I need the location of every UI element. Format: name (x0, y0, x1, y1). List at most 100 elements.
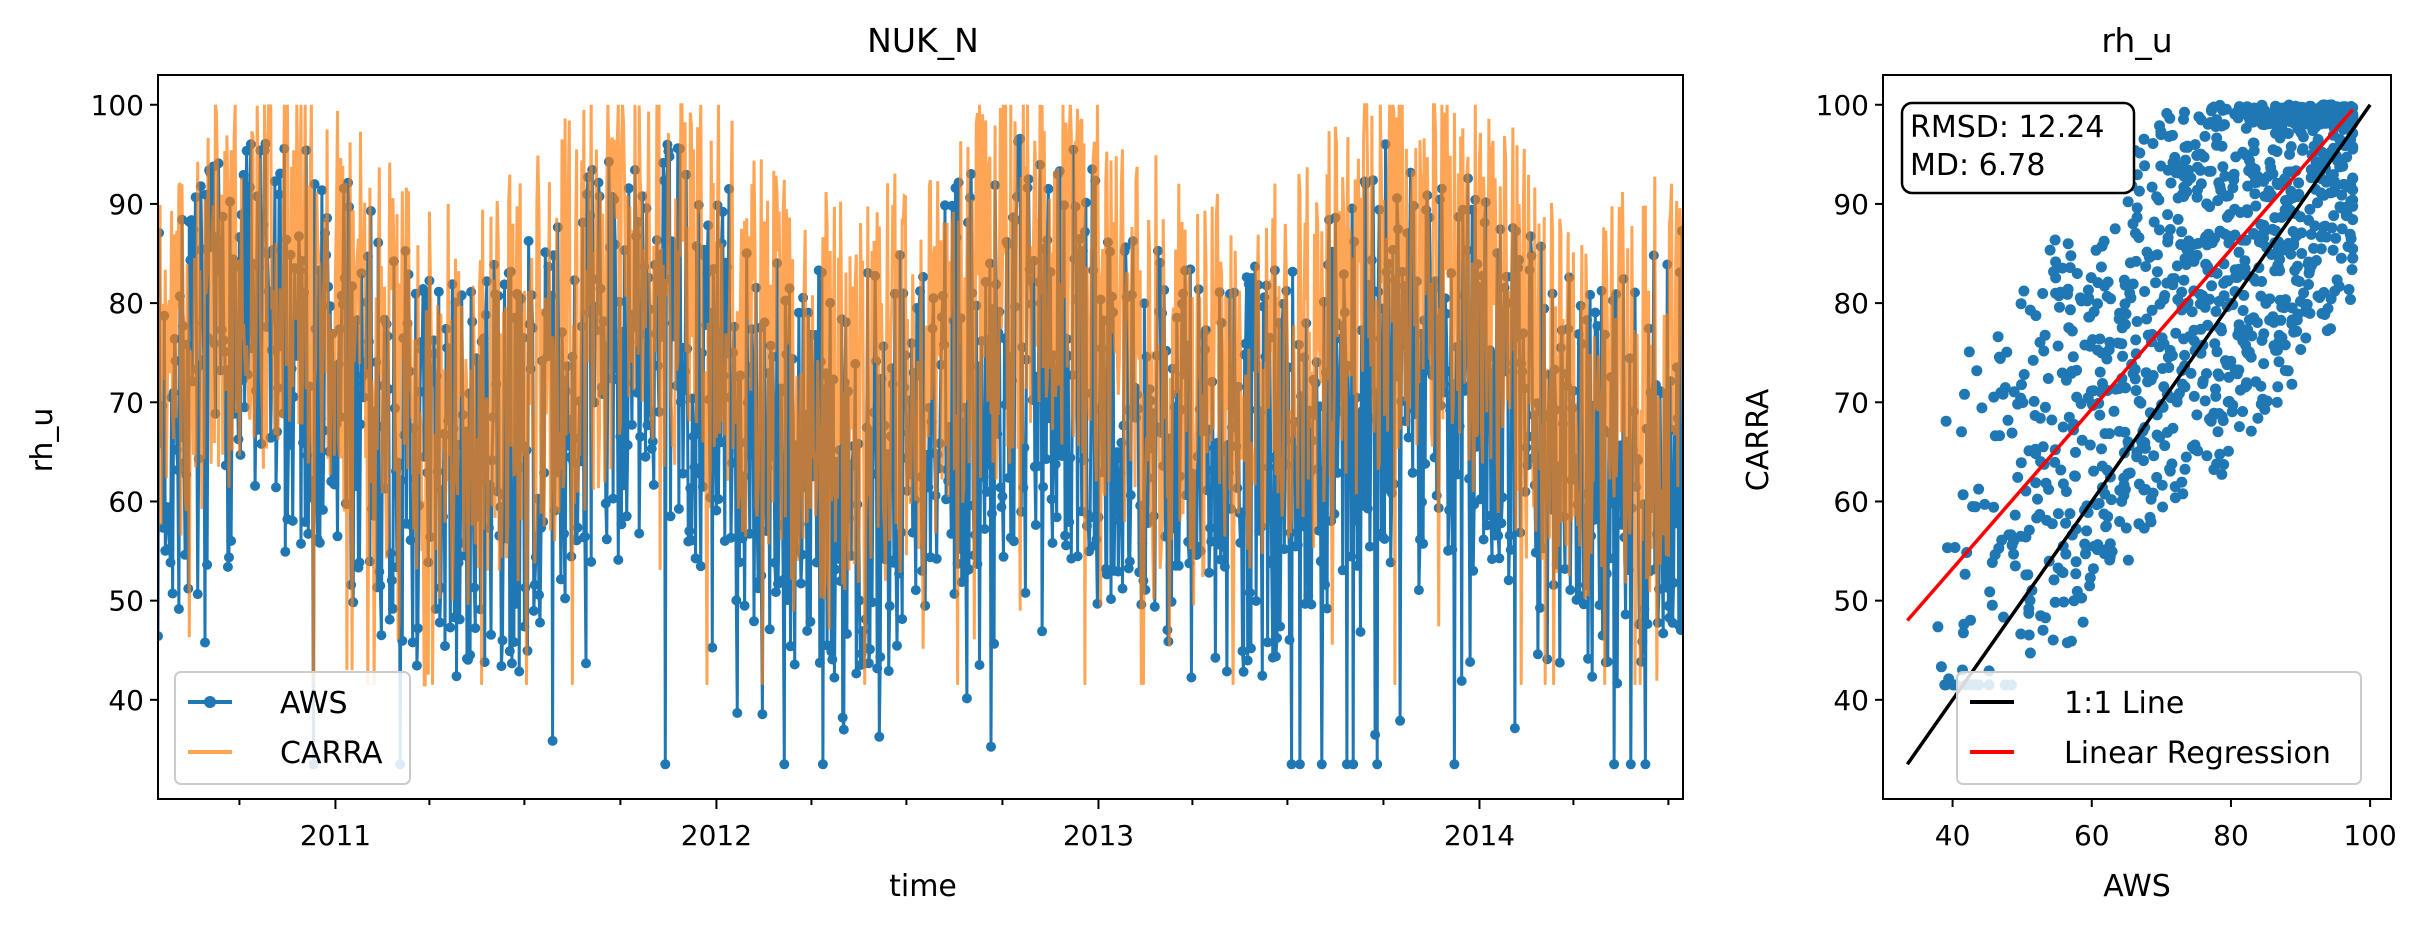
aws-point (192, 589, 203, 600)
aws-point (1249, 361, 1259, 372)
aws-point (1625, 759, 1636, 770)
scatter-point (2318, 99, 2330, 111)
scatter-point (2177, 488, 2189, 500)
aws-point (1465, 657, 1476, 667)
scatter-point (2116, 495, 2128, 507)
aws-point (1272, 633, 1282, 643)
scatter-point (2298, 287, 2310, 299)
aws-point (1407, 467, 1418, 478)
scatter-point (2112, 337, 2124, 349)
scatter-point (2293, 276, 2305, 287)
aws-point (647, 436, 658, 447)
scatter-point (2034, 336, 2046, 348)
aws-point (805, 616, 816, 627)
scatter-point (2347, 243, 2359, 255)
aws-point (1554, 657, 1565, 668)
aws-point (1609, 759, 1620, 770)
scatter-point (2127, 278, 2139, 290)
scatter-point (2333, 280, 2345, 292)
scatter-point (2277, 116, 2289, 128)
aws-point (1221, 666, 1232, 677)
scatter-point (1976, 402, 1988, 414)
aws-point (355, 419, 366, 430)
aws-point (1350, 515, 1361, 526)
aws-point (1590, 307, 1601, 318)
aws-point (405, 535, 416, 546)
scatter-point (2138, 522, 2150, 534)
aws-point (222, 561, 233, 572)
scatter-point (2054, 301, 2065, 313)
aws-point (1403, 432, 1414, 443)
aws-point (445, 622, 456, 633)
aws-point (660, 759, 671, 770)
aws-point (1587, 671, 1598, 682)
scatter-point (2161, 108, 2173, 119)
aws-point (710, 446, 721, 457)
right-y-tick-label: 90 (1833, 188, 1869, 221)
aws-point (1668, 577, 1679, 588)
left-y-axis-label: rh_u (25, 408, 60, 473)
scatter-point (1958, 618, 1970, 630)
aws-point (1046, 494, 1057, 505)
aws-point (1242, 655, 1253, 666)
aws-point (507, 569, 518, 580)
aws-point (274, 189, 285, 200)
right-x-tick-label: 80 (2213, 819, 2249, 852)
aws-point (1265, 452, 1276, 463)
aws-point (287, 515, 298, 526)
scatter-point (2005, 529, 2017, 541)
aws-point (778, 575, 789, 585)
aws-point (303, 528, 314, 539)
aws-point (1395, 715, 1406, 726)
aws-point (764, 624, 775, 635)
scatter-point (2076, 592, 2088, 604)
scatter-point (2023, 524, 2035, 536)
aws-point (158, 631, 163, 642)
time-series-panel: NUK_N rh_u time 40 50 60 70 80 90 100 2011 2012 2… (25, 21, 1684, 904)
aws-point (600, 498, 611, 509)
scatter-point (2273, 336, 2285, 347)
scatter-point (2234, 384, 2246, 396)
scatter-point (2071, 268, 2083, 279)
scatter-point (2310, 255, 2322, 266)
scatter-point (2216, 140, 2228, 152)
scatter-point (2008, 386, 2020, 398)
scatter-point (2259, 190, 2271, 202)
aws-point (1085, 512, 1096, 523)
aws-point (830, 564, 841, 575)
aws-point (1050, 459, 1061, 470)
scatter-point (2084, 439, 2096, 451)
scatter-point (2226, 406, 2238, 418)
scatter-point (2127, 218, 2139, 230)
scatter-point (2300, 332, 2312, 344)
scatter-point (2030, 477, 2042, 489)
aws-point (164, 543, 175, 554)
scatter-point (2203, 165, 2215, 177)
aws-point (731, 595, 742, 606)
aws-point (354, 557, 365, 568)
scatter-point (2321, 325, 2333, 337)
scatter-point (1940, 415, 1952, 427)
scatter-point (2141, 313, 2153, 325)
scatter-point (2197, 378, 2209, 390)
scatter-point (2199, 130, 2211, 142)
scatter-point (2329, 176, 2341, 188)
scatter-point (2017, 397, 2029, 408)
scatter-point (2201, 450, 2213, 462)
scatter-point (2347, 252, 2359, 264)
scatter-point (2065, 250, 2077, 262)
aws-point (1270, 651, 1281, 662)
aws-point (1663, 600, 1674, 611)
aws-point (658, 157, 669, 168)
aws-point (1364, 541, 1375, 552)
scatter-point (2176, 476, 2188, 488)
aws-point (1294, 759, 1305, 770)
scatter-point (2088, 306, 2100, 318)
scatter-point (2274, 265, 2286, 277)
aws-point (1370, 729, 1381, 740)
aws-point (1244, 587, 1255, 598)
scatter-point (2289, 112, 2301, 123)
regression-line (1906, 108, 2355, 622)
aws-point (634, 528, 645, 539)
aws-point (1125, 490, 1136, 501)
